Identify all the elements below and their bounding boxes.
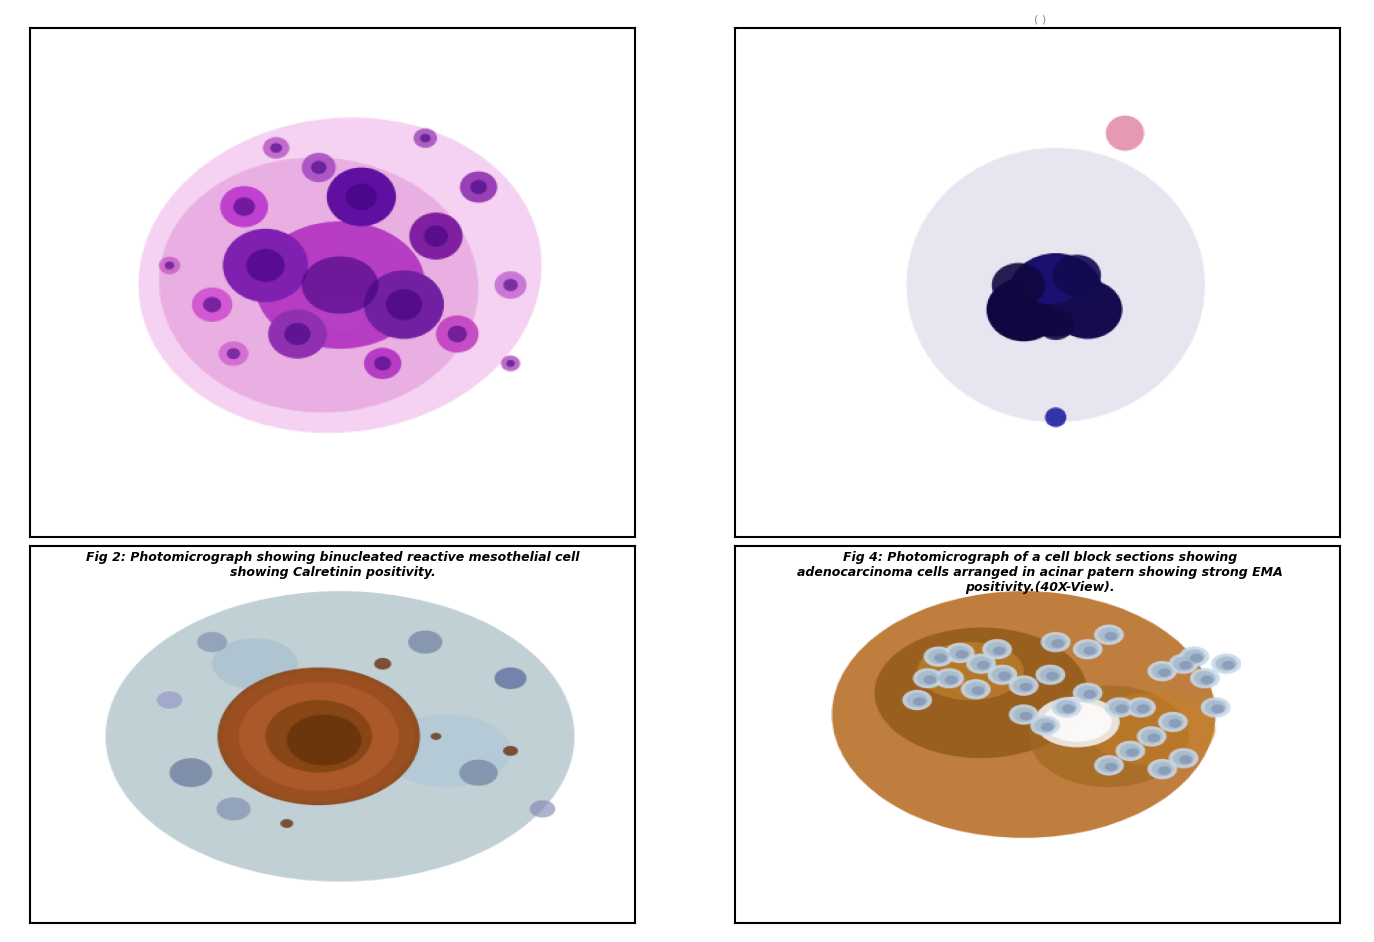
Text: ( ): ( ) bbox=[1035, 14, 1046, 24]
Text: Fig 2: Photomicrograph showing binucleated reactive mesothelial cell
showing Cal: Fig 2: Photomicrograph showing binucleat… bbox=[85, 551, 580, 579]
Text: Fig 4: Photomicrograph of a cell block sections showing
adenocarcinoma cells arr: Fig 4: Photomicrograph of a cell block s… bbox=[797, 551, 1283, 594]
